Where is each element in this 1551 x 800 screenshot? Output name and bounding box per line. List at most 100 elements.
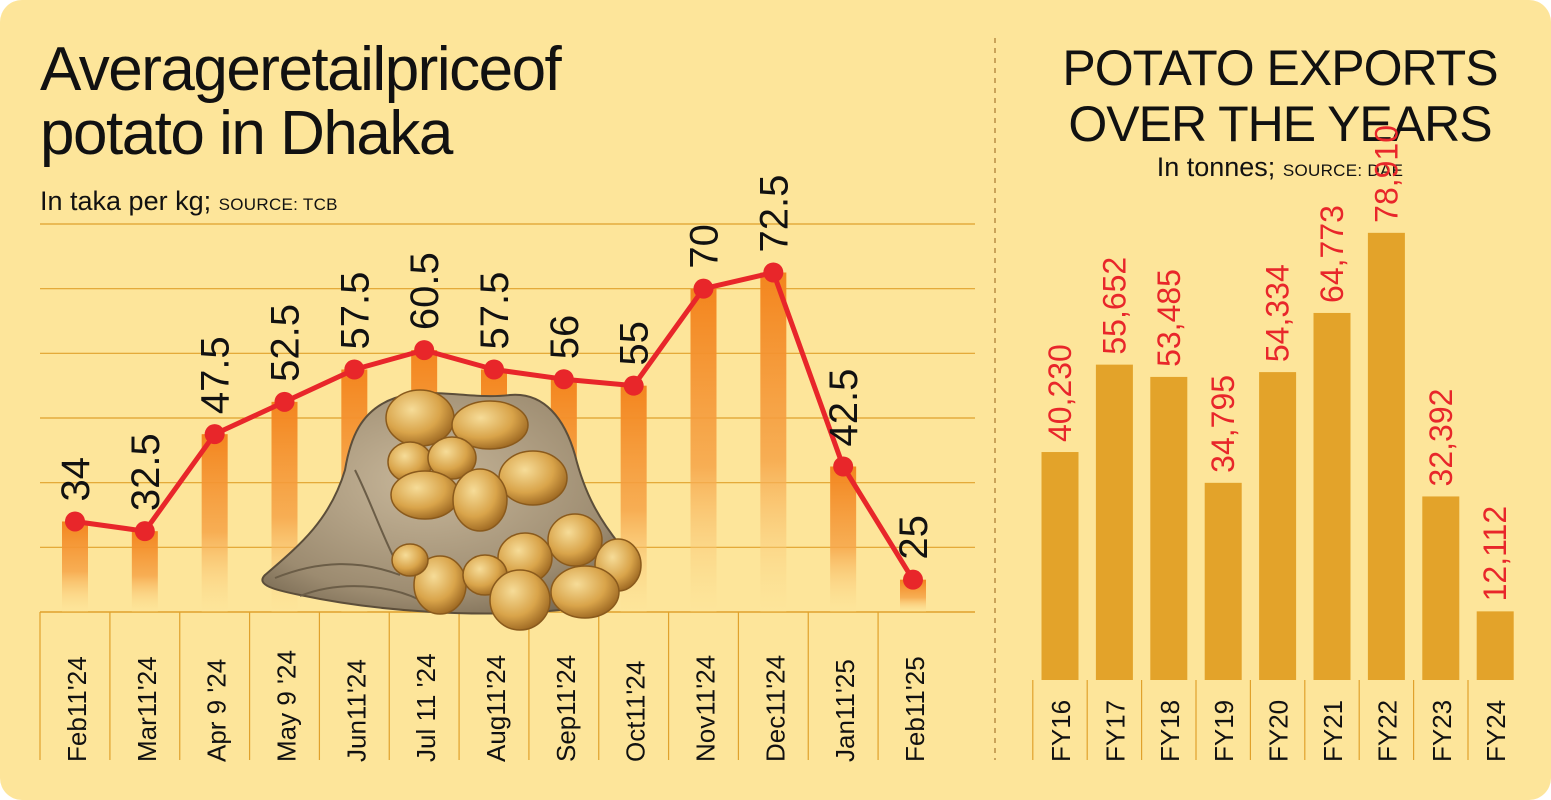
left-x-tick-label: Feb11'24	[62, 656, 92, 762]
right-title-line2: OVER THE YEARS	[1068, 96, 1492, 152]
right-data-label: 12,112	[1477, 506, 1513, 602]
right-bar	[1259, 372, 1297, 680]
left-x-tick-label: Jul 11 '24	[411, 653, 441, 762]
right-bar	[1041, 452, 1079, 680]
left-chart-subtitle: In taka per kg; SOURCE: TCB	[40, 186, 338, 217]
right-subtitle-text: In tonnes;	[1156, 152, 1276, 182]
right-bar	[1150, 376, 1188, 680]
potato	[451, 400, 529, 450]
right-bar	[1313, 312, 1351, 680]
right-x-tick-label: FY18	[1155, 700, 1185, 762]
left-data-label: 57.5	[473, 272, 517, 350]
right-data-label: 40,230	[1042, 344, 1078, 442]
left-data-point	[693, 278, 714, 299]
right-data-label: 34,795	[1205, 375, 1241, 473]
right-x-tick-label: FY23	[1427, 700, 1457, 762]
right-chart-title: POTATO EXPORTS OVER THE YEARS	[1005, 40, 1551, 152]
potato	[452, 468, 508, 532]
potato	[391, 543, 429, 577]
right-bar	[1476, 611, 1514, 680]
right-x-tick-label: FY17	[1100, 700, 1130, 762]
left-x-tick-label: Nov11'24	[691, 655, 721, 762]
left-data-point	[204, 424, 225, 445]
left-chart-title: Averageretailpriceof potato in Dhaka	[40, 35, 562, 168]
left-x-tick-label: Sep11'24	[551, 655, 581, 762]
left-x-tick-label: Aug11'24	[481, 655, 511, 762]
left-x-tick-label: May 9 '24	[272, 650, 302, 762]
left-data-label: 25	[892, 515, 936, 560]
right-bar	[1367, 232, 1405, 681]
left-bar	[690, 288, 717, 612]
left-data-point	[833, 456, 854, 477]
left-data-point	[414, 340, 435, 361]
right-data-label: 64,773	[1314, 205, 1350, 303]
right-x-tick-label: FY24	[1481, 700, 1511, 762]
left-line-group	[65, 262, 923, 590]
right-x-tick-label: FY22	[1372, 700, 1402, 762]
left-data-label: 60.5	[403, 252, 447, 330]
left-data-label: 55	[613, 321, 657, 366]
left-data-point	[65, 511, 85, 532]
left-x-tick-label: Oct11'24	[621, 661, 651, 762]
left-data-label: 34	[54, 457, 98, 502]
right-x-tick-label: FY19	[1209, 700, 1239, 762]
right-data-label: 54,334	[1260, 264, 1296, 362]
right-bars	[1032, 232, 1514, 760]
left-data-labels: 34 32.5 47.5 52.5 57.5 60.5 57.5 56 55 70 72.5 42.5…	[54, 175, 936, 560]
right-x-tick-label: FY20	[1264, 700, 1294, 762]
left-data-label: 56	[543, 315, 587, 360]
potato-sack-icon	[261, 389, 642, 631]
left-bar	[62, 521, 88, 612]
left-data-label: 57.5	[333, 272, 377, 350]
left-x-tick-label: Apr 9 '24	[202, 659, 232, 762]
left-data-label: 47.5	[194, 336, 238, 414]
left-title-line2: potato in Dhaka	[40, 99, 453, 168]
right-data-label: 32,392	[1423, 389, 1459, 487]
right-bar	[1095, 364, 1133, 680]
left-data-point	[344, 359, 365, 380]
right-x-tick-label: FY16	[1046, 700, 1076, 762]
potato	[390, 470, 460, 520]
potato	[550, 565, 620, 619]
left-data-point	[903, 569, 923, 590]
left-x-tick-label: Jun11'24	[341, 659, 371, 762]
left-data-label: 32.5	[124, 433, 168, 511]
right-bar	[1422, 496, 1460, 680]
left-subtitle-text: In taka per kg;	[40, 186, 212, 216]
left-data-point	[553, 369, 574, 390]
left-data-label: 52.5	[264, 304, 308, 382]
right-data-labels: 40,230 55,652 53,485 34,795 54,334 64,773 78,9…	[1042, 125, 1513, 601]
right-data-label: 78,910	[1368, 125, 1404, 223]
sack-folds	[274, 469, 421, 601]
right-data-label: 53,485	[1151, 269, 1187, 367]
left-data-point	[134, 521, 155, 542]
potato	[498, 450, 568, 506]
left-data-point	[484, 359, 504, 380]
left-data-point	[274, 391, 295, 412]
right-x-tick-label: FY21	[1318, 700, 1348, 762]
left-bar	[830, 466, 857, 612]
left-source: SOURCE: TCB	[218, 195, 338, 214]
potato	[427, 436, 477, 480]
left-bar	[131, 531, 158, 612]
right-source: SOURCE: DAE	[1282, 161, 1404, 180]
left-x-tick-label: Mar11'24	[132, 656, 162, 762]
right-chart-subtitle: In tonnes; SOURCE: DAE	[1005, 152, 1551, 183]
potato	[547, 513, 603, 567]
left-title-line1: Averageretailpriceof	[40, 35, 562, 104]
right-data-label: 55,652	[1096, 257, 1132, 355]
right-bar	[1204, 482, 1242, 680]
left-data-point	[763, 262, 784, 283]
left-x-tick-label: Feb11'25	[900, 656, 930, 762]
left-data-label: 72.5	[752, 175, 796, 253]
left-x-tick-label: Dec11'24	[760, 655, 790, 762]
potato	[489, 569, 551, 631]
right-title-line1: POTATO EXPORTS	[1062, 40, 1498, 96]
right-x-tick-labels: FY16 FY17 FY18 FY19 FY20 FY21 FY22 FY23 FY24	[1046, 700, 1511, 762]
left-x-tick-labels: Feb11'24 Mar11'24 Apr 9 '24 May 9 '24 Jun11'…	[62, 650, 930, 762]
left-x-tick-label: Jan11'25	[830, 659, 860, 762]
left-data-label: 42.5	[822, 369, 866, 447]
left-data-label: 70	[683, 224, 727, 269]
